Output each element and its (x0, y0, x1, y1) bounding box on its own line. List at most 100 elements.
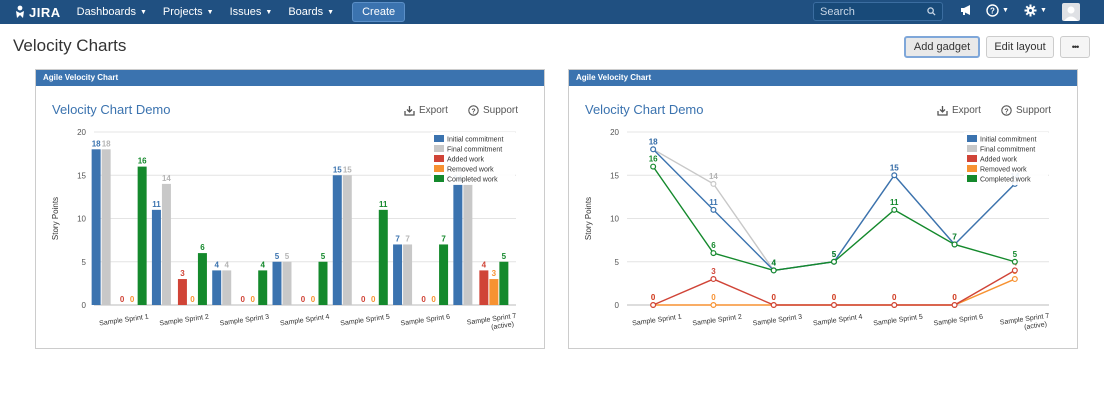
more-options-button[interactable]: ••• (1060, 36, 1090, 58)
nav-dashboards[interactable]: Dashboards ▼ (77, 6, 147, 18)
data-label-final-commitment: 4 (771, 258, 776, 267)
bar-initial-commitment (453, 183, 463, 305)
export-link[interactable]: Export (937, 105, 981, 116)
edit-layout-button[interactable]: Edit layout (986, 36, 1054, 58)
bar-initial-commitment (332, 175, 342, 305)
nav-boards[interactable]: Boards ▼ (288, 6, 334, 18)
data-label-completed-work: 5 (321, 252, 326, 261)
data-label-removed-work: 0 (771, 293, 776, 302)
nav-projects[interactable]: Projects ▼ (163, 6, 214, 18)
chart-title: Velocity Chart Demo (52, 102, 171, 117)
legend-label-initial-commitment: Initial commitment (447, 137, 503, 144)
x-tick-label-line: (active) (491, 321, 515, 331)
velocity-bar-chart: 0 5 10 15 20 Story Points Sample Sprint 1 Sampl… (51, 128, 517, 331)
y-tick-label: 10 (77, 215, 86, 224)
point-added-work (891, 302, 898, 309)
y-axis-label: Story Points (51, 197, 60, 240)
data-label-final-commitment: 14 (709, 172, 718, 181)
chevron-down-icon: ▼ (1040, 7, 1047, 14)
bar-completed-work (197, 253, 207, 305)
svg-text:?: ? (1004, 108, 1008, 115)
data-label-removed-work: 0 (952, 293, 957, 302)
export-label: Export (419, 105, 448, 116)
nav-boards-label: Boards (288, 6, 324, 18)
add-gadget-button[interactable]: Add gadget (904, 36, 980, 58)
svg-text:?: ? (471, 108, 475, 115)
support-link[interactable]: ? Support (468, 105, 518, 116)
y-tick-label: 5 (82, 258, 87, 267)
chevron-down-icon: ▼ (265, 8, 273, 16)
x-tick-label-line: (active) (1024, 321, 1048, 331)
legend-label-removed-work: Removed work (447, 167, 494, 174)
data-label-completed-work: 5 (502, 252, 507, 261)
data-label-completed-work: 16 (649, 155, 658, 164)
bar-completed-work (499, 261, 509, 305)
nav-issues[interactable]: Issues ▼ (230, 6, 273, 18)
data-label-added-work: 0 (651, 293, 656, 302)
x-tick-label: Sample Sprint 2 (692, 314, 742, 328)
legend-label-final-commitment: Final commitment (980, 147, 1035, 154)
gadget-header: Agile Velocity Chart (36, 70, 544, 86)
legend-label-final-commitment: Final commitment (447, 147, 502, 154)
chevron-down-icon: ▼ (139, 8, 147, 16)
nav-issues-label: Issues (229, 6, 262, 18)
jira-logo[interactable]: JIRA (14, 5, 61, 20)
data-label-final-commitment: 15 (343, 165, 352, 174)
data-label-initial-commitment: 4 (771, 258, 776, 267)
x-tick-label: Sample Sprint 2 (159, 314, 209, 328)
x-tick-label: Sample Sprint 6 (933, 314, 983, 328)
user-avatar[interactable] (1062, 3, 1080, 21)
data-label-initial-commitment: 15 (890, 163, 899, 172)
data-label-final-commitment: 4 (224, 260, 229, 269)
support-link[interactable]: ? Support (1001, 105, 1051, 116)
data-label-removed-work: 0 (651, 293, 656, 302)
point-added-work (951, 302, 958, 309)
data-label-added-work: 3 (180, 269, 185, 278)
create-button[interactable]: Create (352, 2, 406, 22)
data-label-added-work: 0 (832, 293, 837, 302)
data-label-removed-work: 3 (492, 269, 497, 278)
data-label-final-commitment: 5 (832, 250, 837, 259)
chevron-down-icon: ▼ (1002, 7, 1009, 14)
chevron-down-icon: ▼ (206, 8, 214, 16)
x-tick-label: Sample Sprint 3 (752, 314, 802, 328)
point-added-work (1011, 267, 1018, 274)
data-label-removed-work: 0 (130, 295, 135, 304)
x-tick-label: Sample Sprint 1 (632, 314, 682, 328)
data-label-final-commitment: 14 (162, 174, 171, 183)
search-input[interactable]: Search (813, 2, 943, 21)
data-label-initial-commitment: 18 (92, 139, 101, 148)
y-tick-label: 0 (82, 301, 87, 310)
bar-completed-work (318, 261, 328, 305)
legend-swatch (434, 165, 444, 172)
settings-button[interactable]: ▼ (1024, 4, 1047, 17)
data-label-added-work: 0 (361, 295, 366, 304)
y-tick-label: 20 (610, 128, 619, 137)
legend-label-initial-commitment: Initial commitment (980, 137, 1036, 144)
data-label-completed-work: 6 (200, 243, 205, 252)
bar-initial-commitment (151, 209, 161, 305)
nav-dashboards-label: Dashboards (76, 6, 136, 18)
export-link[interactable]: Export (404, 105, 448, 116)
export-label: Export (952, 105, 981, 116)
page-title: Velocity Charts (13, 36, 127, 55)
bar-final-commitment (222, 270, 232, 305)
y-tick-label: 15 (77, 171, 86, 180)
notifications-button[interactable] (960, 4, 973, 16)
point-removed-work (1011, 276, 1018, 283)
legend-label-added-work: Added work (980, 157, 1017, 164)
bar-final-commitment (282, 261, 292, 305)
x-tick-label: Sample Sprint 5 (873, 314, 923, 328)
data-label-completed-work: 11 (890, 198, 899, 207)
x-tick-label: Sample Sprint 4 (280, 314, 330, 328)
point-completed-work (831, 258, 838, 265)
help-button[interactable]: ? ▼ (986, 4, 1009, 17)
point-completed-work (951, 241, 958, 248)
point-completed-work (891, 206, 898, 213)
point-completed-work (770, 267, 777, 274)
data-label-added-work: 0 (120, 295, 125, 304)
bar-removed-work (489, 279, 499, 305)
svg-text:?: ? (990, 7, 995, 16)
data-label-removed-work: 0 (371, 295, 376, 304)
point-added-work (770, 302, 777, 309)
